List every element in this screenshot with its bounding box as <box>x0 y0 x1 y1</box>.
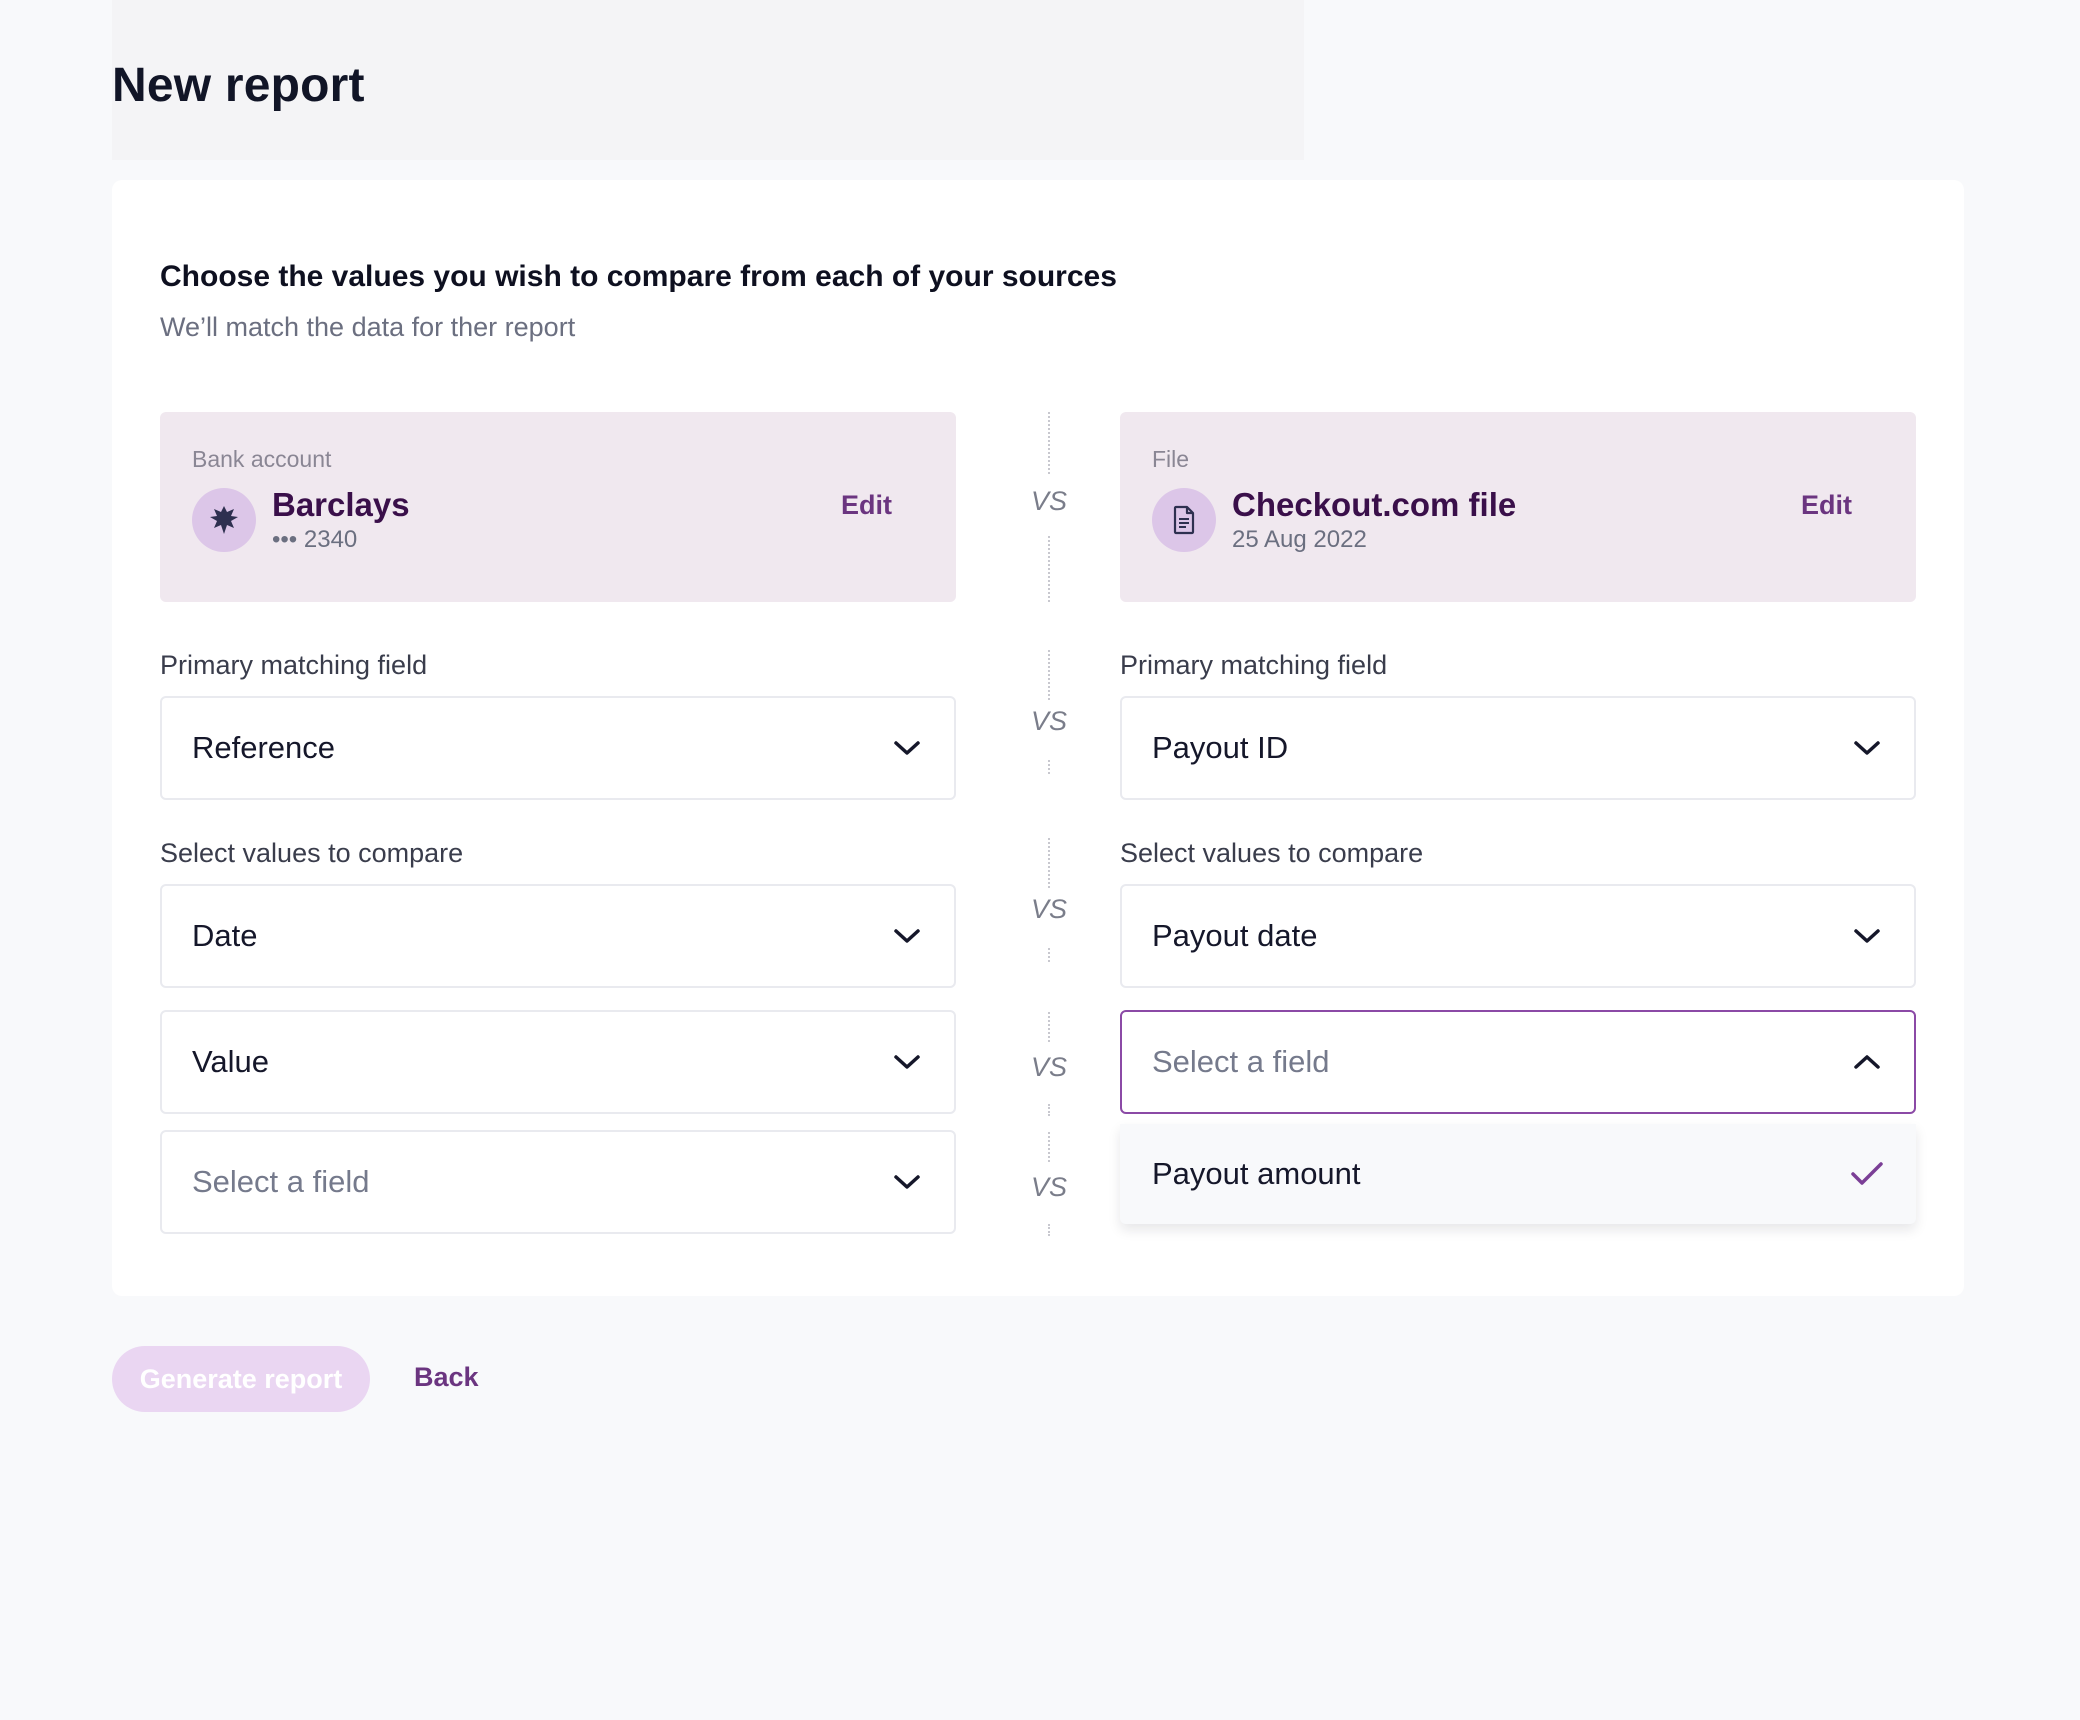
vs-separator: VS <box>1024 1132 1074 1242</box>
source-card-file: File Checkout.com file 25 Aug 2022 Edit <box>1120 412 1916 602</box>
card-heading: Choose the values you wish to compare fr… <box>160 260 1117 293</box>
chevron-down-icon <box>894 1055 920 1069</box>
select-value: Date <box>192 918 258 953</box>
select-value: Value <box>192 1044 269 1079</box>
source-kind: Bank account <box>192 446 332 472</box>
compare-select-left-1[interactable]: Date <box>160 884 956 988</box>
document-icon <box>1173 505 1195 535</box>
compare-select-right-2[interactable]: Select a field <box>1120 1010 1916 1114</box>
select-placeholder: Select a field <box>192 1164 370 1199</box>
compare-select-left-2[interactable]: Value <box>160 1010 956 1114</box>
chevron-down-icon <box>1854 929 1880 943</box>
checkmark-icon <box>1851 1162 1883 1185</box>
vs-label: VS <box>1030 706 1068 736</box>
select-value: Payout date <box>1152 918 1318 953</box>
source-name: Checkout.com file <box>1232 486 1517 523</box>
compare-select-left-3[interactable]: Select a field <box>160 1130 956 1234</box>
vs-label: VS <box>1030 486 1068 516</box>
source-kind: File <box>1152 446 1190 472</box>
bank-avatar <box>192 488 256 552</box>
field-dropdown-menu: Payout amount <box>1120 1124 1916 1224</box>
chevron-up-icon <box>1854 1055 1880 1069</box>
primary-field-select-left[interactable]: Reference <box>160 696 956 800</box>
primary-field-label-left: Primary matching field <box>160 650 428 680</box>
vs-label: VS <box>1030 1172 1068 1202</box>
source-card-bank: Bank account Barclays ••• 2340 Edit <box>160 412 956 602</box>
page-title: New report <box>112 59 365 112</box>
eagle-logo-icon <box>210 506 238 534</box>
compare-select-right-1[interactable]: Payout date <box>1120 884 1916 988</box>
vs-label: VS <box>1030 1052 1068 1082</box>
select-value: Reference <box>192 730 336 765</box>
chevron-down-icon <box>1854 741 1880 755</box>
chevron-down-icon <box>894 1175 920 1189</box>
edit-bank-source-button[interactable]: Edit <box>841 490 892 520</box>
header-band <box>112 0 1304 160</box>
primary-field-label-right: Primary matching field <box>1120 650 1388 680</box>
file-date: 25 Aug 2022 <box>1232 526 1367 553</box>
report-setup-card: Choose the values you wish to compare fr… <box>112 180 1964 1296</box>
edit-file-source-button[interactable]: Edit <box>1801 490 1852 520</box>
dropdown-option-payout-amount[interactable]: Payout amount <box>1120 1124 1916 1224</box>
compare-label-left: Select values to compare <box>160 838 464 868</box>
vs-label: VS <box>1030 894 1068 924</box>
file-avatar <box>1152 488 1216 552</box>
chevron-down-icon <box>894 929 920 943</box>
vs-separator: VS <box>1024 1012 1074 1122</box>
primary-field-select-right[interactable]: Payout ID <box>1120 696 1916 800</box>
select-placeholder: Select a field <box>1152 1044 1330 1079</box>
vs-separator: VS <box>1024 650 1074 790</box>
back-link[interactable]: Back <box>414 1362 479 1392</box>
account-number: ••• 2340 <box>272 526 358 553</box>
source-name: Barclays <box>272 486 410 523</box>
compare-label-right: Select values to compare <box>1120 838 1424 868</box>
vs-separator: VS <box>1024 412 1074 602</box>
vs-separator: VS <box>1024 838 1074 978</box>
generate-report-button[interactable]: Generate report <box>112 1346 370 1412</box>
card-subheading: We’ll match the data for ther report <box>160 312 576 342</box>
chevron-down-icon <box>894 741 920 755</box>
option-label: Payout amount <box>1152 1156 1361 1191</box>
select-value: Payout ID <box>1152 730 1289 765</box>
